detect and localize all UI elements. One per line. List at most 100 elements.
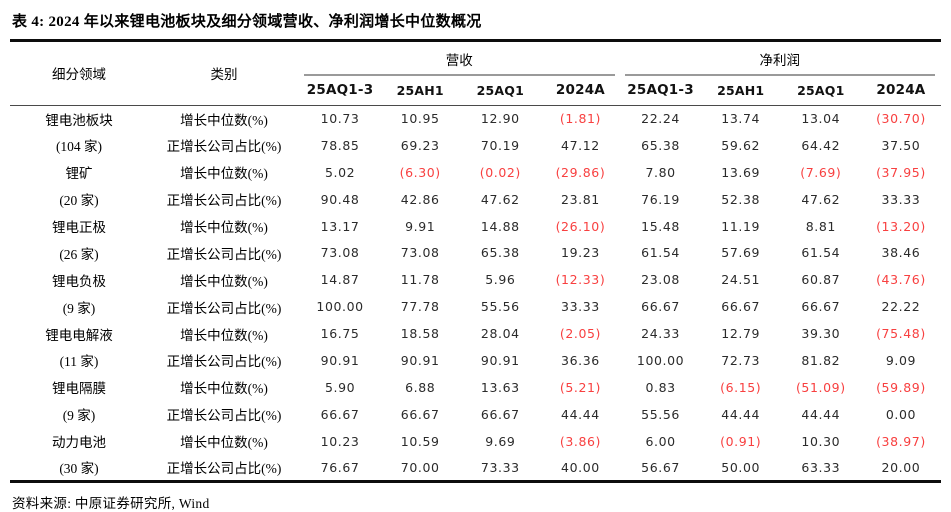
value-cell: 66.67 (480, 406, 520, 422)
table-title: 表 4: 2024 年以来锂电池板块及细分领域营收、净利润增长中位数概况 (12, 14, 482, 30)
value-cell: 61.54 (801, 245, 841, 261)
value-cell: 13.69 (721, 164, 761, 180)
value-cell: 33.33 (561, 299, 600, 315)
value-cell: 47.62 (480, 191, 520, 207)
category-cell: 增长中位数(%) (180, 435, 268, 451)
value-cell: 44.44 (801, 406, 841, 422)
value-cell: (6.30) (399, 164, 441, 180)
table-header: 细分领域 类别 营收 净利润 25AQ1-3 25AH1 25AQ1 2024A… (10, 42, 941, 106)
value-cell: 66.67 (400, 406, 440, 422)
table-row: (9 家) 正增长公司占比(%) 100.00 77.78 55.56 33.33 66.6… (10, 293, 941, 320)
value-cell: 10.30 (801, 433, 841, 449)
value-cell: 55.56 (480, 299, 520, 315)
title-divider (10, 39, 941, 42)
value-cell: 15.48 (641, 218, 680, 234)
data-table: 细分领域 类别 营收 净利润 25AQ1-3 25AH1 25AQ1 2024A… (10, 42, 941, 483)
value-cell: (3.86) (559, 433, 602, 449)
value-cell: (38.97) (876, 433, 926, 449)
column-header-np-2024a: 2024A (860, 76, 941, 106)
value-cell: 20.00 (860, 454, 941, 483)
value-cell: 76.19 (641, 191, 680, 207)
table-row: (30 家) 正增长公司占比(%) 76.67 70.00 73.33 40.00 56.6… (10, 454, 941, 483)
category-cell: 正增长公司占比(%) (166, 139, 282, 155)
value-cell: 47.12 (561, 137, 600, 153)
value-cell: 14.87 (320, 272, 360, 288)
table-row: 锂电池板块 增长中位数(%) 10.73 10.95 12.90 (1.81) 22.24 1… (10, 105, 941, 132)
value-cell: (13.20) (876, 218, 926, 234)
category-cell: 增长中位数(%) (180, 273, 268, 289)
sector-cell: (30 家) (10, 454, 148, 483)
value-cell: (0.91) (720, 433, 762, 449)
column-header-np-25aq1: 25AQ1 (780, 76, 861, 106)
table-row: 锂电正极 增长中位数(%) 13.17 9.91 14.88 (26.10) 15.48 11… (10, 213, 941, 240)
value-cell: (0.02) (479, 164, 521, 180)
value-cell: 36.36 (561, 352, 600, 368)
group-header-revenue-label: 营收 (304, 49, 615, 76)
table-row: 锂电隔膜 增长中位数(%) 5.90 6.88 13.63 (5.21) 0.83 (6.15… (10, 374, 941, 401)
column-header-category: 类别 (148, 42, 300, 106)
period-header-row: 25AQ1-3 25AH1 25AQ1 2024A 25AQ1-3 25AH1 … (10, 76, 941, 106)
value-cell: 90.91 (400, 352, 440, 368)
value-cell: 13.17 (320, 218, 360, 234)
value-cell: 28.04 (480, 326, 520, 342)
value-cell: 60.87 (801, 272, 841, 288)
value-cell: 73.33 (460, 454, 541, 483)
value-cell: 7.80 (645, 164, 676, 180)
value-cell: 12.79 (721, 326, 761, 342)
category-cell: 增长中位数(%) (180, 381, 268, 397)
group-header-revenue: 营收 (300, 42, 621, 76)
value-cell: (5.21) (559, 379, 602, 395)
value-cell: 90.48 (320, 191, 360, 207)
value-cell: 13.04 (801, 111, 841, 127)
value-cell: 9.91 (405, 218, 436, 234)
value-cell: (1.81) (559, 111, 602, 127)
value-cell: 70.00 (380, 454, 461, 483)
value-cell: (43.76) (876, 272, 926, 288)
value-cell: 9.69 (485, 433, 516, 449)
value-cell: 33.33 (881, 191, 921, 207)
sector-cell: (9 家) (62, 408, 96, 424)
value-cell: 18.58 (400, 326, 440, 342)
column-header-rev-2024a: 2024A (540, 76, 621, 106)
value-cell: 39.30 (801, 326, 841, 342)
value-cell: 14.88 (480, 218, 520, 234)
value-cell: 57.69 (721, 245, 761, 261)
value-cell: 90.91 (480, 352, 520, 368)
value-cell: 64.42 (801, 137, 841, 153)
sector-cell: (26 家) (59, 246, 99, 262)
value-cell: 22.22 (881, 299, 921, 315)
category-cell: 增长中位数(%) (180, 112, 268, 128)
value-cell: 76.67 (300, 454, 381, 483)
value-cell: 59.62 (721, 137, 761, 153)
value-cell: 0.83 (645, 379, 676, 395)
value-cell: 66.67 (721, 299, 761, 315)
sector-cell: 锂电电解液 (45, 327, 113, 343)
value-cell: 6.00 (645, 433, 676, 449)
value-cell: 44.44 (721, 406, 761, 422)
value-cell: 42.86 (400, 191, 440, 207)
category-cell: 正增长公司占比(%) (148, 454, 300, 483)
value-cell: 40.00 (540, 454, 621, 483)
value-cell: 11.78 (400, 272, 440, 288)
category-cell: 增长中位数(%) (180, 166, 268, 182)
value-cell: (51.09) (795, 379, 846, 395)
value-cell: 23.81 (561, 191, 600, 207)
value-cell: 69.23 (400, 137, 440, 153)
group-header-row: 细分领域 类别 营收 净利润 (10, 42, 941, 106)
value-cell: (26.10) (555, 218, 606, 234)
table-row: (20 家) 正增长公司占比(%) 90.48 42.86 47.62 23.81 76.1… (10, 186, 941, 213)
value-cell: 55.56 (641, 406, 680, 422)
sector-cell: 锂电正极 (52, 220, 106, 235)
sector-cell: (20 家) (59, 193, 99, 209)
value-cell: 78.85 (320, 137, 360, 153)
value-cell: 13.63 (480, 379, 520, 395)
column-header-rev-25ah1: 25AH1 (380, 76, 461, 106)
value-cell: (75.48) (876, 326, 926, 342)
group-header-net-profit-label: 净利润 (624, 49, 935, 76)
column-header-sector: 细分领域 (10, 42, 148, 106)
value-cell: 10.23 (320, 433, 360, 449)
value-cell: 100.00 (636, 352, 685, 368)
report-table-page: 表 4: 2024 年以来锂电池板块及细分领域营收、净利润增长中位数概况 细分领… (10, 14, 941, 511)
value-cell: 81.82 (801, 352, 841, 368)
category-cell: 正增长公司占比(%) (166, 193, 282, 209)
